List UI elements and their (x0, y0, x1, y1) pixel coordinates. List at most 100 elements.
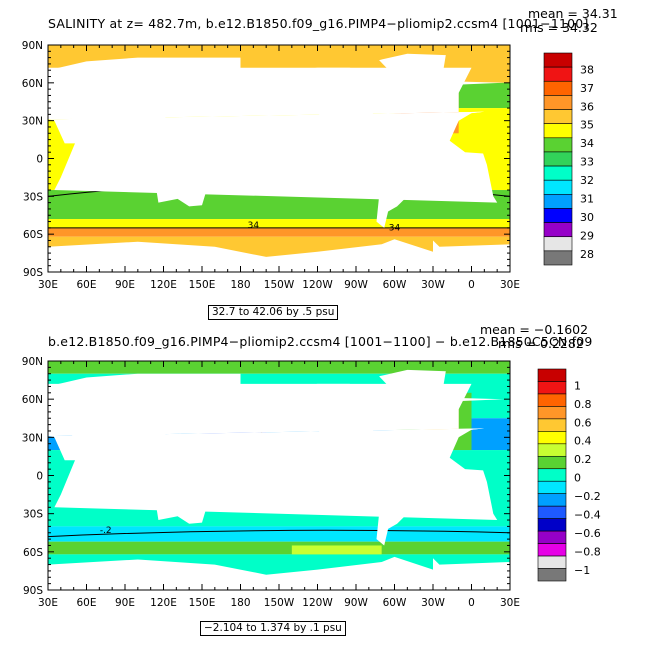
panel1-lat-label: 0 (36, 154, 43, 166)
colorbar-label: 38 (580, 63, 594, 76)
colorbar-label: 32 (580, 174, 594, 187)
colorbar-swatch (543, 95, 573, 110)
panel1-colorbar: 38 37 36 35 34 33 32 31 30 29 28 (543, 52, 594, 266)
panel1-land-australia (155, 171, 206, 207)
panel1-land-namerica (255, 67, 400, 149)
colorbar-label: 28 (580, 248, 594, 261)
panel2-land-antarctica (48, 556, 510, 590)
panel2-lat-label: 90S (23, 585, 43, 597)
panel1-band-3 (48, 190, 510, 220)
colorbar-swatch (543, 80, 573, 96)
panel2-lon-label: 60E (77, 597, 97, 609)
panel1-band-0 (48, 45, 510, 83)
panel2-band-3 (48, 450, 510, 527)
colorbar-swatch (543, 165, 573, 181)
colorbar-swatch (543, 208, 573, 223)
colorbar-swatch (543, 250, 573, 266)
colorbar-swatch (537, 418, 567, 432)
contour-label: 34 (389, 223, 401, 233)
colorbar-swatch (537, 518, 567, 532)
panel1-range-box: 32.7 to 42.06 by .5 psu (208, 305, 339, 320)
panel2-lon-label: 120W (302, 597, 333, 609)
colorbar-swatch (537, 493, 567, 507)
panel1-lat-label: 30N (22, 116, 43, 128)
colorbar-label: 0.8 (574, 398, 592, 411)
panel2-band-2 (48, 418, 510, 451)
colorbar-swatch (543, 179, 573, 195)
colorbar-label: −0.6 (574, 527, 601, 540)
panel1-band-1 (48, 82, 510, 109)
panel2-land-australia (155, 488, 206, 524)
colorbar-label: −1 (574, 564, 590, 577)
panel2-range-box: −2.104 to 1.374 by .1 psu (200, 621, 346, 636)
colorbar-swatch (537, 455, 567, 470)
panel1-lon-label: 30E (500, 279, 520, 291)
panel1-lat-label: 60S (23, 229, 43, 241)
panel1-lon-label: 120W (302, 279, 333, 291)
panel2-lat-label: 30S (23, 509, 43, 521)
panel1-lat-label: 90N (22, 40, 43, 52)
colorbar-label: 33 (580, 156, 594, 169)
panel2-lon-label: 30E (500, 597, 520, 609)
colorbar-label: −0.2 (574, 490, 601, 503)
contour-label: -.2 (267, 476, 279, 486)
panel2-lat-label: 60N (22, 394, 43, 406)
colorbar-swatch (543, 151, 573, 167)
panel2-land-africa (48, 428, 498, 520)
panel1-lon-label: 90E (115, 279, 135, 291)
panel1-lon-label: 180 (230, 279, 250, 291)
panel2-land-samerica (367, 460, 427, 546)
colorbar-label: 0.4 (574, 435, 592, 448)
panel1-land-greenland (379, 53, 446, 83)
panel2-land-greenland (379, 369, 446, 400)
colorbar-swatch (537, 406, 567, 420)
colorbar-label: 0.2 (574, 453, 592, 466)
colorbar-label: 29 (580, 229, 594, 242)
panel2-frame (47, 360, 511, 591)
contour-label: -.2 (254, 427, 266, 437)
panel1-land-indonesia (131, 152, 170, 170)
colorbar-label: 37 (580, 82, 594, 95)
colorbar-swatch (537, 555, 567, 569)
panel2-lat-label: 90N (22, 356, 43, 368)
panel2-title: b.e12.B1850.f09_g16.PIMP4−pliomip2.ccsm4… (48, 334, 593, 349)
colorbar-swatch (537, 368, 567, 382)
panel1-lat-label: 30S (23, 191, 43, 203)
colorbar-swatch (543, 194, 573, 209)
panel2-band-1 (48, 373, 510, 419)
panel1-lon-label: 0 (468, 279, 475, 291)
atlantic-high (394, 82, 459, 134)
panel1-lon-label: 150W (264, 279, 295, 291)
panel1-land-europe (48, 67, 485, 120)
panel1-lat-label: 60N (22, 78, 43, 90)
panel2-colorbar: 1 0.8 0.6 0.4 0.2 0 −0.2 −0.4 −0.6 −0.8 −1 (537, 368, 601, 582)
atlantic-anom-core (420, 405, 459, 438)
pacific-low (202, 424, 267, 440)
panel1-lon-label: 150E (189, 279, 216, 291)
colorbar-label: 36 (580, 100, 594, 113)
colorbar-swatch (537, 393, 567, 407)
panel1-field: 34 34 34 34 (48, 45, 510, 272)
panel1-lon-label: 90W (344, 279, 368, 291)
panel2-lon-label: 180 (230, 597, 250, 609)
colorbar-swatch (537, 443, 567, 457)
colorbar-label: 0.6 (574, 416, 592, 429)
colorbar-swatch (543, 222, 573, 238)
panel2-lon-label: 150W (264, 597, 295, 609)
contour-label: 34 (260, 140, 272, 150)
panel1-lon-label: 60W (383, 279, 407, 291)
contour-label: -.2 (100, 526, 112, 536)
panel2-land-namerica (255, 383, 400, 466)
panel1-lon-label: 120E (150, 279, 177, 291)
atlantic-anom (394, 392, 472, 451)
contour-line (240, 438, 369, 451)
arabian-low (83, 443, 95, 453)
panel2-land-ant-e (433, 558, 510, 590)
panel1-title: SALINITY at z= 482.7m, b.e12.B1850.f09_g… (48, 16, 589, 31)
panel1-lon-label: 60E (77, 279, 97, 291)
panel2-band-5 (48, 541, 510, 555)
contour-label: -.2 (279, 495, 291, 505)
colorbar-label: −0.4 (574, 508, 601, 521)
